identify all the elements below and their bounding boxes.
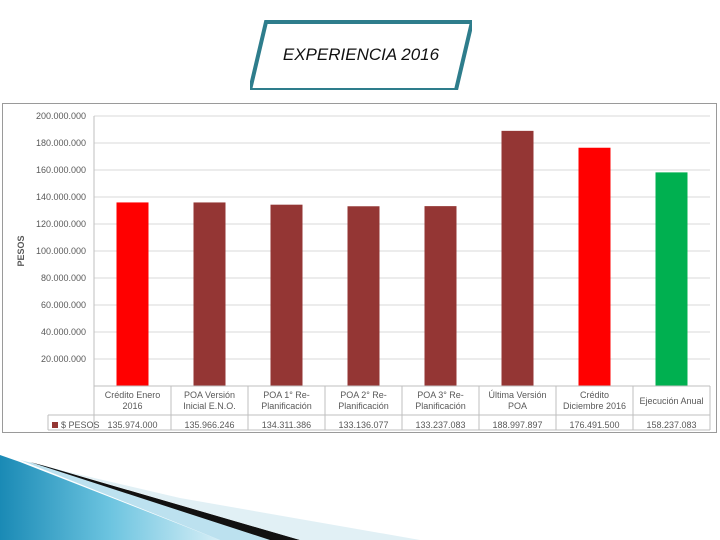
bar-5 xyxy=(424,206,457,386)
bar-3 xyxy=(270,204,303,386)
bar-6 xyxy=(501,130,534,386)
category-label: POA Versión xyxy=(184,390,235,400)
category-label: POA xyxy=(508,401,527,411)
y-tick-label: 80.000.000 xyxy=(41,273,86,283)
category-label: Crédito Enero xyxy=(105,390,161,400)
bar-2 xyxy=(193,202,226,386)
y-tick-label: 140.000.000 xyxy=(36,192,86,202)
data-value-label: 134.311.386 xyxy=(262,420,311,430)
data-value-label: 188.997.897 xyxy=(492,420,542,430)
title-box: EXPERIENCIA 2016 xyxy=(250,20,472,90)
y-tick-label: 200.000.000 xyxy=(36,111,86,121)
bar-1 xyxy=(116,202,149,386)
category-label: Diciembre 2016 xyxy=(563,401,626,411)
title-frame xyxy=(250,20,472,90)
bar-4 xyxy=(347,206,380,386)
y-axis-label: PESOS xyxy=(16,235,26,266)
category-label: Ejecución Anual xyxy=(639,396,703,406)
y-tick-label: 160.000.000 xyxy=(36,165,86,175)
legend-swatch xyxy=(52,422,58,428)
category-label: Última Versión xyxy=(488,390,546,400)
category-label: POA 3° Re- xyxy=(417,390,464,400)
data-value-label: 133.237.083 xyxy=(415,420,465,430)
y-tick-label: 40.000.000 xyxy=(41,327,86,337)
category-label: Planificación xyxy=(261,401,312,411)
category-label: POA 2° Re- xyxy=(340,390,387,400)
slide-title: EXPERIENCIA 2016 xyxy=(282,45,440,64)
data-value-label: 158.237.083 xyxy=(646,420,696,430)
legend-label: $ PESOS xyxy=(61,420,100,430)
category-label: Crédito xyxy=(580,390,609,400)
category-label: Inicial E.N.O. xyxy=(183,401,236,411)
category-label: 2016 xyxy=(122,401,142,411)
y-tick-label: 120.000.000 xyxy=(36,219,86,229)
category-label: Planificación xyxy=(415,401,466,411)
data-value-label: 176.491.500 xyxy=(569,420,619,430)
bar-chart: 20.000.000 40.000.000 60.000.000 80.000.000… xyxy=(16,111,711,431)
y-tick-label: 60.000.000 xyxy=(41,300,86,310)
data-value-label: 133.136.077 xyxy=(338,420,388,430)
chart-frame: 20.000.000 40.000.000 60.000.000 80.000.000… xyxy=(2,103,717,433)
y-tick-label: 20.000.000 xyxy=(41,354,86,364)
y-tick-label: 100.000.000 xyxy=(36,246,86,256)
data-value-label: 135.966.246 xyxy=(184,420,234,430)
y-tick-label: 180.000.000 xyxy=(36,138,86,148)
category-label: POA 1° Re- xyxy=(263,390,310,400)
bar-8 xyxy=(655,172,688,386)
bar-7 xyxy=(578,147,611,386)
category-label: Planificación xyxy=(338,401,389,411)
data-value-label: 135.974.000 xyxy=(107,420,157,430)
